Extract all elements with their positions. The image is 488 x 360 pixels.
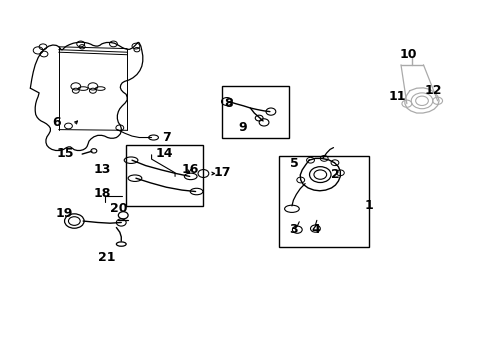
Text: 16: 16 (182, 163, 199, 176)
Text: 18: 18 (94, 187, 111, 200)
Text: 17: 17 (213, 166, 231, 179)
Text: 14: 14 (155, 147, 172, 159)
Text: 3: 3 (288, 223, 297, 236)
Text: 21: 21 (98, 251, 115, 264)
Text: 6: 6 (52, 116, 61, 129)
Text: 2: 2 (330, 168, 339, 181)
Text: 19: 19 (56, 207, 73, 220)
Text: 13: 13 (94, 163, 111, 176)
Text: 1: 1 (364, 199, 372, 212)
Text: 5: 5 (289, 157, 298, 170)
Bar (126, 145, 203, 206)
Text: 12: 12 (424, 84, 441, 97)
Bar (221, 86, 288, 138)
Text: 20: 20 (109, 202, 127, 215)
Text: 10: 10 (399, 48, 417, 61)
Text: 9: 9 (238, 121, 247, 134)
Text: 15: 15 (57, 147, 74, 159)
Text: 11: 11 (387, 90, 405, 103)
Text: 7: 7 (162, 131, 170, 144)
Text: 4: 4 (310, 223, 319, 236)
Bar (278, 156, 368, 247)
Text: 8: 8 (224, 97, 233, 110)
